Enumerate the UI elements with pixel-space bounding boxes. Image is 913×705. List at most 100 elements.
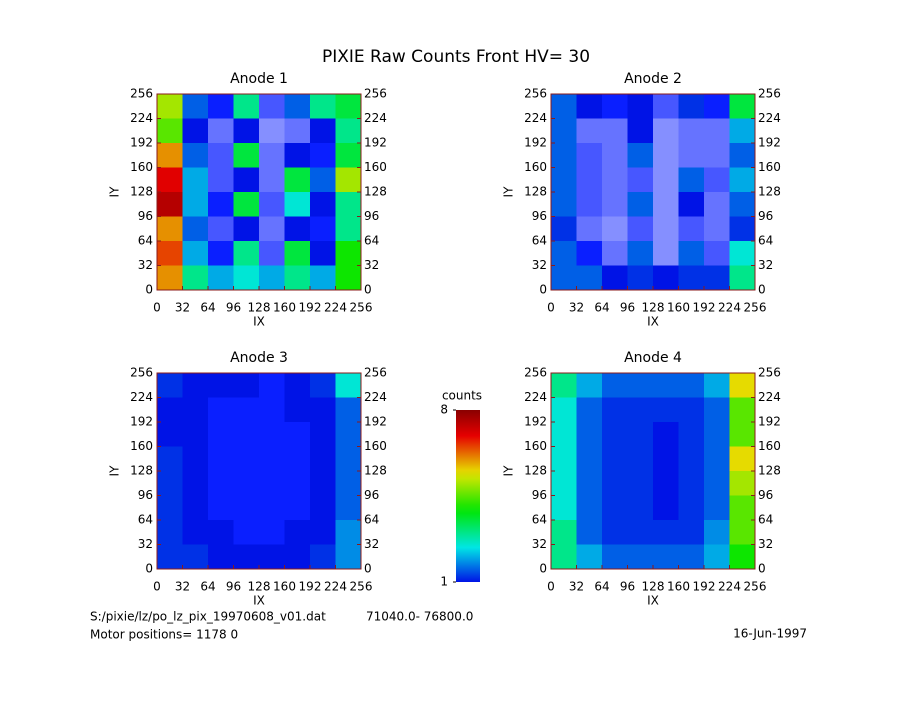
heatmap-cell bbox=[704, 422, 730, 447]
heatmap-cell bbox=[704, 520, 730, 545]
heatmap-cell bbox=[678, 446, 705, 472]
heatmap-cell bbox=[208, 167, 234, 193]
y-tick-label: 96 bbox=[138, 209, 153, 223]
heatmap-cell bbox=[284, 422, 311, 447]
y2-tick-label: 128 bbox=[364, 185, 387, 199]
heatmap-cell bbox=[182, 94, 209, 119]
heatmap-cell bbox=[704, 241, 730, 266]
heatmap-cell bbox=[182, 495, 209, 521]
heatmap-cell bbox=[627, 118, 654, 144]
heatmap-cell bbox=[627, 265, 654, 291]
x-tick-label: 192 bbox=[693, 301, 716, 315]
y-axis-label: IY bbox=[502, 465, 516, 477]
heatmap-cell bbox=[310, 520, 336, 545]
heatmap-cell bbox=[310, 544, 336, 570]
x-tick-label: 128 bbox=[248, 301, 271, 315]
heatmap-cell bbox=[729, 544, 756, 570]
heatmap-cell bbox=[729, 192, 756, 217]
heatmap-cell bbox=[182, 265, 209, 291]
heatmap-cell bbox=[233, 167, 260, 193]
y2-tick-label: 256 bbox=[758, 87, 781, 101]
y2-tick-label: 0 bbox=[758, 562, 766, 576]
y2-tick-label: 96 bbox=[758, 488, 773, 502]
y2-tick-label: 192 bbox=[758, 136, 781, 150]
heatmap-cell bbox=[653, 94, 679, 119]
heatmap-cell bbox=[335, 471, 362, 496]
x-tick-label: 224 bbox=[324, 301, 347, 315]
x-tick-label: 32 bbox=[569, 580, 584, 594]
heatmap-cell bbox=[182, 422, 209, 447]
x-tick-label: 96 bbox=[226, 580, 241, 594]
y-tick-label: 0 bbox=[145, 562, 153, 576]
x-tick-label: 224 bbox=[718, 301, 741, 315]
heatmap-cell bbox=[259, 471, 285, 496]
y-tick-label: 0 bbox=[539, 283, 547, 297]
heatmap-cell bbox=[208, 118, 234, 144]
heatmap-cell bbox=[602, 265, 628, 291]
y-tick-label: 192 bbox=[524, 415, 547, 429]
y-tick-label: 256 bbox=[130, 366, 153, 380]
heatmap-cell bbox=[653, 471, 679, 496]
heatmap-cell bbox=[602, 373, 628, 398]
heatmap-cell bbox=[729, 397, 756, 423]
y-tick-label: 256 bbox=[524, 87, 547, 101]
heatmap-cell bbox=[576, 373, 603, 398]
heatmap-cell bbox=[704, 167, 730, 193]
heatmap-cell bbox=[576, 471, 603, 496]
heatmap-cell bbox=[653, 265, 679, 291]
heatmap-cell bbox=[182, 471, 209, 496]
x-tick-label: 96 bbox=[226, 301, 241, 315]
heatmap-cell bbox=[233, 265, 260, 291]
heatmap-cell bbox=[182, 143, 209, 168]
heatmap-cell bbox=[551, 520, 577, 545]
heatmap-cell bbox=[310, 446, 336, 472]
heatmap-cell bbox=[729, 167, 756, 193]
x-tick-label: 64 bbox=[594, 580, 609, 594]
x-tick-label: 256 bbox=[744, 301, 767, 315]
heatmap-cell bbox=[310, 241, 336, 266]
y-tick-label: 0 bbox=[145, 283, 153, 297]
y2-tick-label: 224 bbox=[758, 111, 781, 125]
heatmap-cell bbox=[653, 520, 679, 545]
heatmap-cell bbox=[335, 544, 362, 570]
heatmap-cell bbox=[335, 241, 362, 266]
heatmap-cell bbox=[335, 446, 362, 472]
x-axis-label: IX bbox=[253, 594, 265, 608]
heatmap-cell bbox=[551, 118, 577, 144]
heatmap-cell bbox=[678, 241, 705, 266]
heatmap-cell bbox=[259, 544, 285, 570]
x-tick-label: 96 bbox=[620, 580, 635, 594]
x-tick-label: 96 bbox=[620, 301, 635, 315]
heatmap-cell bbox=[678, 265, 705, 291]
heatmap-cell bbox=[704, 397, 730, 423]
heatmap-cell bbox=[704, 143, 730, 168]
heatmap-cell bbox=[653, 118, 679, 144]
x-tick-label: 32 bbox=[175, 301, 190, 315]
y-axis-label: IY bbox=[108, 186, 122, 198]
y-tick-label: 128 bbox=[130, 185, 153, 199]
heatmap-cell bbox=[259, 520, 285, 545]
heatmap-cell bbox=[284, 373, 311, 398]
heatmap-cell bbox=[208, 495, 234, 521]
heatmap-cell bbox=[627, 397, 654, 423]
heatmap-cell bbox=[627, 241, 654, 266]
heatmap-cell bbox=[653, 495, 679, 521]
heatmap-cell bbox=[259, 265, 285, 291]
y2-tick-label: 32 bbox=[758, 258, 773, 272]
heatmap-cell bbox=[284, 167, 311, 193]
heatmap-cell bbox=[284, 216, 311, 242]
x-axis-label: IX bbox=[647, 315, 659, 329]
heatmap-cell bbox=[233, 422, 260, 447]
heatmap-cell bbox=[729, 471, 756, 496]
heatmap-cell bbox=[729, 422, 756, 447]
heatmap-cell bbox=[576, 118, 603, 144]
y-tick-label: 160 bbox=[130, 439, 153, 453]
heatmap-cell bbox=[602, 495, 628, 521]
heatmap-cell bbox=[678, 94, 705, 119]
chart-title: PIXIE Raw Counts Front HV= 30 bbox=[322, 47, 590, 67]
motor-positions: Motor positions= 1178 0 bbox=[90, 628, 238, 642]
x-axis-label: IX bbox=[647, 594, 659, 608]
heatmap-cell bbox=[182, 118, 209, 144]
heatmap-cell bbox=[704, 471, 730, 496]
y2-tick-label: 64 bbox=[758, 513, 773, 527]
